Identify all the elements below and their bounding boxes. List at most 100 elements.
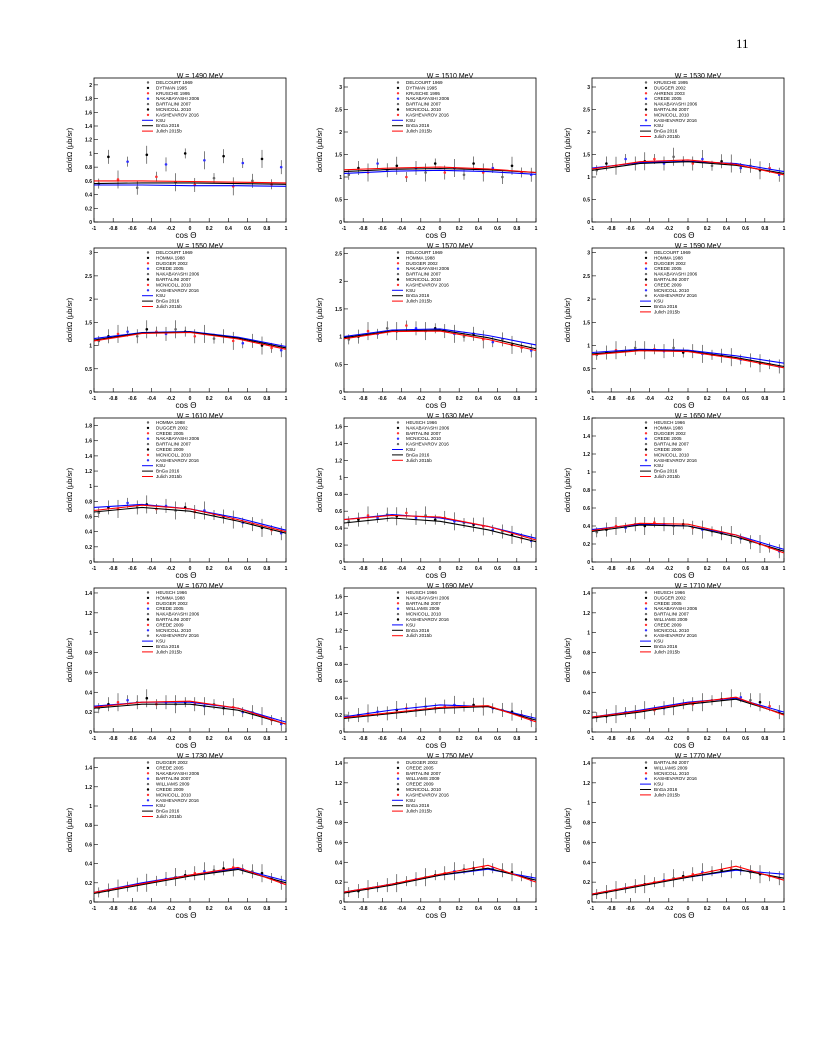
data-point [203, 869, 206, 873]
x-axis-label: cos Θ [176, 741, 197, 750]
y-tick-label: 1.2 [85, 785, 92, 791]
legend-entry: BARTALINI 2007 [156, 277, 191, 282]
legend-entry: WILLIAMS 2009 [406, 776, 440, 781]
legend-entry: MCNICOLL 2010 [406, 107, 442, 112]
x-tick-label: 0.8 [761, 396, 768, 402]
data-point [126, 160, 129, 163]
curve-julich-2015b [343, 166, 537, 174]
x-tick-label: -0.8 [359, 906, 368, 912]
x-tick-label: -0.2 [416, 226, 425, 232]
legend-entry: BnGa 2016 [156, 809, 180, 814]
x-tick-label: -0.4 [147, 736, 156, 742]
chart-svg: -1 -0.8 -0.6 -0.4 -0.2 0 0.2 0.4 0.6 0.8 1 0 0.2 0.4 0… [65, 73, 288, 240]
chart-svg: -1 -0.8 -0.6 -0.4 -0.2 0 0.2 0.4 0.6 0.8 1 0 0.2 0.4 0… [563, 583, 786, 750]
y-tick-label: 2.5 [335, 108, 342, 114]
chart-svg: -1 -0.8 -0.6 -0.4 -0.2 0 0.2 0.4 0.6 0.8 1 0 0.5 1 1.5… [315, 73, 538, 240]
x-tick-label: -0.6 [378, 736, 387, 742]
y-tick-label: 0.4 [85, 530, 92, 536]
x-axis-label: cos Θ [426, 571, 447, 580]
legend-entry: Julich 2015b [654, 649, 680, 654]
curve-bnga-2016 [343, 517, 537, 543]
y-tick-label: 0 [89, 900, 92, 906]
data-point [145, 153, 149, 157]
y-axis-label: dσ/dΩ (μb/sr) [65, 467, 74, 512]
y-tick-label: 1.4 [335, 441, 342, 447]
data-point [768, 704, 771, 708]
y-tick-label: 0.8 [583, 651, 590, 657]
legend-marker [396, 761, 400, 764]
y-tick-label: 0.6 [335, 509, 342, 515]
legend-marker [146, 251, 150, 254]
y-tick-label: 0.6 [85, 179, 92, 185]
x-tick-label: 0.6 [742, 396, 749, 402]
x-tick-label: -0.4 [147, 226, 156, 232]
legend-entry: NAKABAYASHI 2006 [406, 266, 450, 271]
data-point [376, 516, 379, 520]
x-tick-label: -0.6 [378, 566, 387, 572]
legend-entry: Julich 2015b [406, 129, 432, 134]
y-tick-label: 0.6 [583, 506, 590, 512]
y-tick-label: 0.2 [85, 545, 92, 551]
legend-marker [396, 283, 400, 287]
y-tick-label: 1.2 [85, 138, 92, 144]
legend-marker [146, 86, 150, 90]
legend-entry: NAKABAYASHI 2006 [654, 102, 698, 107]
legend-marker [396, 777, 400, 780]
legend-marker [146, 442, 150, 446]
x-tick-label: 0.8 [263, 906, 270, 912]
data-point [510, 870, 514, 874]
legend-entry: MCNICOLL 2010 [406, 612, 442, 617]
legend-marker [146, 782, 150, 786]
x-tick-label: 0 [439, 566, 442, 572]
x-axis-label: cos Θ [426, 401, 447, 410]
x-tick-label: -0.2 [664, 906, 673, 912]
legend-entry: BARTALINI 2007 [406, 601, 441, 606]
x-tick-label: 1 [285, 736, 288, 742]
legend-entry: Julich 2015b [406, 299, 432, 304]
data-point [624, 157, 627, 161]
x-tick-label: 0.4 [723, 906, 730, 912]
legend-marker [146, 289, 150, 292]
y-tick-label: 1.5 [583, 320, 590, 326]
curve-ksu [94, 184, 287, 187]
legend-entry: NAKABAYASHI 2006 [156, 771, 200, 776]
legend-marker [396, 267, 400, 270]
legend-entry: NAKABAYASHI 2006 [156, 96, 200, 101]
legend-entry: NAKABAYASHI 2006 [156, 436, 200, 441]
y-tick-label: 0.8 [85, 499, 92, 505]
x-axis-label: cos Θ [674, 911, 695, 920]
curve-julich-2015b [591, 159, 785, 176]
legend-entry: WILLIAMS 2009 [156, 782, 190, 787]
x-tick-label: -0.4 [397, 566, 406, 572]
data-point [433, 518, 437, 521]
y-tick-label: 1.4 [583, 434, 590, 440]
x-tick-label: 0.6 [742, 566, 749, 572]
x-tick-label: -0.8 [109, 736, 118, 742]
x-tick-label: -0.6 [128, 906, 137, 912]
legend-marker [396, 113, 400, 117]
x-tick-label: -0.8 [109, 226, 118, 232]
legend-marker [146, 788, 150, 791]
x-tick-label: -0.4 [397, 736, 406, 742]
y-tick-label: 0 [587, 560, 590, 566]
data-point [433, 162, 437, 165]
x-tick-label: 1 [783, 396, 786, 402]
legend-marker [644, 766, 648, 770]
legend-marker [396, 437, 400, 440]
y-tick-label: 1 [339, 801, 342, 807]
legend-entry: DUGGER 2002 [156, 261, 188, 266]
legend-entry: KRUSCHE 1995 [156, 91, 190, 96]
y-tick-label: 1.5 [335, 153, 342, 159]
legend-marker [644, 294, 648, 297]
legend-entry: HOMMA 1988 [654, 425, 683, 430]
legend-entry: MCNICOLL 2010 [156, 628, 192, 633]
x-tick-label: -0.2 [664, 566, 673, 572]
legend-entry: DYTMAN 1995 [156, 85, 187, 90]
legend-marker [644, 108, 648, 111]
y-tick-label: 0.2 [335, 713, 342, 719]
x-tick-label: 0 [439, 736, 442, 742]
x-tick-label: 0.4 [723, 566, 730, 572]
x-tick-label: 0.6 [244, 566, 251, 572]
legend-entry: BnGa 2016 [654, 469, 678, 474]
legend-entry: BnGa 2016 [406, 293, 430, 298]
